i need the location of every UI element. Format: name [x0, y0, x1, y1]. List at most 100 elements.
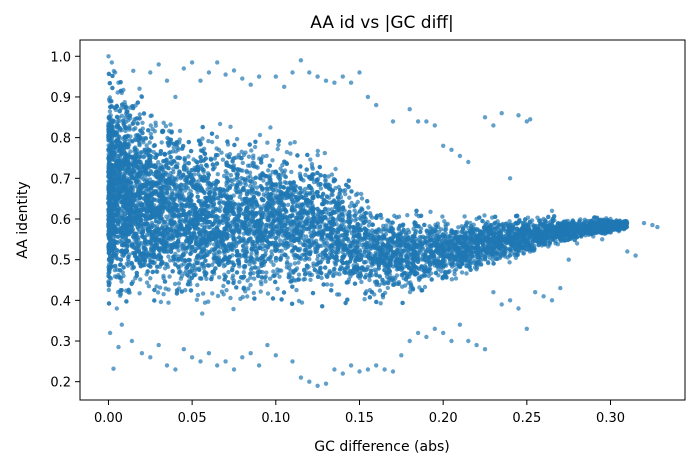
cloud-point	[362, 260, 367, 265]
cloud-point	[204, 276, 209, 281]
cloud-point	[228, 173, 234, 178]
cloud-point	[166, 254, 171, 259]
cloud-point	[140, 120, 145, 126]
cloud-point	[237, 279, 242, 285]
cloud-point	[148, 113, 153, 119]
cloud-point	[209, 139, 215, 145]
cloud-point	[217, 275, 222, 280]
cloud-point	[452, 268, 457, 274]
cloud-point	[264, 181, 270, 187]
cloud-point	[385, 285, 390, 291]
cloud-point	[249, 251, 254, 256]
cloud-point	[394, 215, 399, 220]
cloud-point	[322, 241, 328, 246]
cloud-point	[333, 166, 338, 172]
cloud-point	[194, 297, 200, 302]
cloud-point	[221, 264, 226, 269]
cloud-point	[289, 243, 295, 248]
cloud-point	[214, 161, 220, 166]
cloud-point	[215, 293, 221, 299]
cloud-point	[167, 274, 172, 279]
cloud-point	[261, 192, 266, 197]
cloud-point	[349, 200, 354, 206]
cloud-point	[276, 142, 281, 148]
cloud-point	[244, 241, 249, 246]
cloud-point	[137, 143, 142, 148]
cloud-point	[283, 174, 288, 179]
cloud-point	[292, 140, 297, 145]
cloud-point	[231, 306, 236, 312]
cloud-point	[279, 248, 284, 253]
cloud-point	[366, 223, 372, 228]
cloud-point	[137, 291, 142, 296]
cloud-point	[367, 219, 372, 224]
cloud-point	[275, 286, 280, 291]
cloud-point	[277, 274, 282, 279]
cloud-point	[153, 123, 158, 128]
cloud-point	[146, 284, 152, 289]
cloud-point	[417, 234, 423, 240]
cloud-point	[214, 134, 220, 140]
cloud-point	[329, 172, 335, 177]
cloud-point	[302, 237, 307, 242]
cloud-point	[129, 261, 135, 266]
cloud-point	[119, 279, 124, 284]
cloud-point	[367, 277, 372, 283]
cloud-point	[138, 277, 143, 282]
cloud-point	[294, 287, 299, 293]
cloud-point	[210, 262, 215, 267]
cloud-point	[264, 270, 269, 275]
cloud-point	[296, 260, 301, 265]
cloud-point	[144, 143, 149, 148]
cloud-point	[245, 163, 251, 168]
cloud-point	[206, 138, 211, 144]
cloud-point	[265, 291, 271, 296]
cloud-point	[498, 251, 503, 257]
cloud-point	[275, 146, 280, 152]
cloud-point	[255, 257, 260, 262]
cloud-point	[140, 234, 145, 239]
cloud-point	[161, 292, 166, 297]
cloud-point	[168, 122, 173, 127]
cloud-point	[337, 272, 342, 277]
cloud-point	[405, 213, 410, 218]
cloud-point	[240, 160, 245, 166]
cloud-point	[252, 276, 257, 281]
cloud-point	[359, 191, 364, 197]
cloud-point	[396, 227, 402, 232]
cloud-point	[462, 214, 467, 219]
cloud-point	[268, 125, 273, 130]
cloud-point	[267, 276, 273, 281]
cloud-point	[176, 147, 181, 152]
cloud-point	[304, 234, 309, 239]
cloud-point	[224, 288, 229, 293]
cloud-point	[270, 158, 275, 163]
cloud-point	[248, 282, 253, 288]
cloud-point	[303, 172, 308, 178]
cloud-point	[309, 272, 315, 278]
cloud-point	[265, 140, 270, 145]
cloud-point	[428, 209, 433, 214]
cloud-point	[225, 171, 230, 176]
cloud-point	[284, 149, 290, 155]
cloud-point	[226, 269, 231, 275]
cloud-point	[106, 287, 112, 293]
cloud-point	[456, 225, 461, 230]
cloud-point	[355, 191, 360, 196]
cloud-point	[269, 259, 274, 264]
cloud-point	[162, 266, 168, 271]
cloud-point	[269, 249, 274, 254]
cloud-point	[172, 281, 178, 287]
cloud-point	[299, 300, 305, 305]
cloud-point	[288, 151, 293, 156]
cloud-point	[210, 291, 215, 296]
cloud-point	[158, 299, 164, 305]
point-cloud	[106, 68, 630, 316]
cloud-point	[165, 262, 170, 267]
cloud-point	[261, 178, 266, 183]
cloud-point	[148, 123, 153, 128]
cloud-point	[288, 141, 293, 146]
cloud-point	[137, 112, 142, 117]
